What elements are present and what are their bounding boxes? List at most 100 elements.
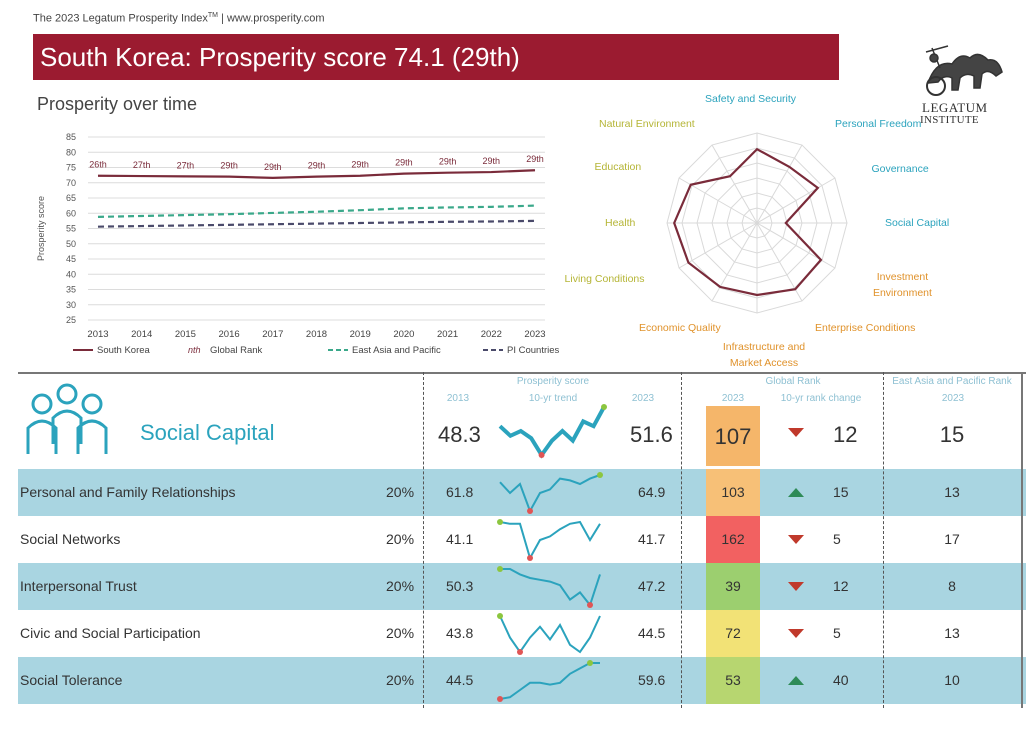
table-row: Personal and Family Relationships 20% 61.8… [18,469,1026,516]
right-border [1021,372,1023,708]
rank-label: 29th [395,158,413,168]
radar-axis-label: Social Capital [885,217,950,229]
row-region-rank: 8 [948,578,956,594]
source-note: The 2023 Legatum Prosperity IndexTM | ww… [33,12,325,25]
row-rank-change: 5 [833,531,841,547]
pillar-row: Social Capital 48.3 51.6 107 12 15 [18,372,1026,468]
row-score-2013: 44.5 [446,672,474,688]
row-score-2013: 50.3 [446,578,474,594]
rank-label: 27th [177,160,195,170]
legend-label: South Korea [97,345,151,356]
y-tick-label: 85 [66,132,76,142]
row-rank: 53 [725,672,741,688]
sparkline-path [499,662,600,700]
people-group-icon [26,383,108,454]
person-body [51,409,83,444]
chariot-icon [925,45,1003,96]
prosperity-line-chart: Prosperity score 25 30 35 40 45 50 55 60 65 70 75 80… [36,132,560,356]
row-score-2023: 59.6 [638,672,666,688]
row-name: Social Tolerance [20,672,123,688]
sparkline-path [499,520,601,561]
header-rank-group: Global Rank [765,376,821,387]
pillar-rank: 107 [714,424,752,449]
row-rank: 72 [725,625,741,641]
legend-rank-marker: nth [188,345,201,355]
rank-label: 29th [483,156,501,166]
x-tick-label: 2021 [437,329,458,340]
radar-axis-label: Living Conditions [564,273,645,285]
radar-axis-label: Enterprise Conditions [815,321,916,334]
row-score-2013: 61.8 [446,484,474,500]
radar-axis-label: Natural Environment [599,118,695,130]
x-tick-label: 2019 [350,329,371,340]
radar-spoke [678,222,758,269]
up-arrow-icon [788,676,804,685]
down-arrow-icon [788,582,804,591]
row-rank-change: 40 [833,672,849,688]
table-row: Interpersonal Trust 20% 50.3 47.2 39 12 8 [18,563,1026,610]
pillar-score-2023: 51.6 [630,422,673,447]
row-weight: 20% [386,672,415,688]
row-region-rank: 17 [944,531,960,547]
header-region-group: East Asia and Pacific Rank [892,376,1012,387]
y-tick-label: 70 [66,178,76,188]
series-line-east-asia-and-pacific [97,204,536,219]
trend-sparkline [497,660,600,702]
row-rank: 103 [721,484,745,500]
x-tick-label: 2014 [131,329,152,340]
y-tick-label: 55 [66,224,76,234]
legatum-logo: LEGATUM INSTITUTE [918,38,1006,128]
sparkline-max-marker [587,660,593,666]
x-tick-label: 2018 [306,329,327,340]
row-name: Personal and Family Relationships [20,484,236,500]
radar-axis-label: Safety and Security [705,93,797,105]
table-top-border [18,372,1026,374]
row-rank: 162 [721,531,745,547]
y-axis-label: Prosperity score [36,196,46,261]
header-rank-2023: 2023 [721,393,745,404]
row-rank-box: 72 [706,610,760,657]
radar-axis-label: Governance [871,163,929,175]
sparkline-max-marker [497,519,503,525]
table-row: Civic and Social Participation 20% 43.8 44.… [18,610,1026,657]
pillar-score-2013: 48.3 [438,422,481,447]
header-region-2023: 2023 [941,393,965,404]
row-rank-box: 162 [706,516,760,563]
down-arrow-icon [788,629,804,638]
sparkline-min-marker [538,452,545,458]
rank-label: 29th [351,160,369,170]
trend-sparkline [497,566,601,608]
x-tick-label: 2015 [175,329,196,340]
sparkline-min-marker [527,508,533,514]
header-score-group: Prosperity score [516,376,590,387]
x-tick-label: 2013 [87,329,108,340]
radar-series-south-korea [673,147,823,297]
row-name: Social Networks [20,531,121,547]
table-row: Social Tolerance 20% 44.5 59.6 53 40 10 [18,657,1026,704]
radar-spoke [756,144,803,224]
row-score-2023: 44.5 [638,625,666,641]
sparkline-max-marker [497,613,503,619]
x-tick-label: 2023 [524,329,545,340]
sparkline-path [500,568,601,608]
page-title: South Korea: Prosperity score 74.1 (29th… [40,42,520,72]
sparkline-min-marker [587,602,593,608]
radar-axis-label: Education [594,161,642,173]
radar-axis-label: Investment Environment [872,271,932,299]
radar-spoke [711,144,758,224]
y-tick-label: 75 [66,163,76,173]
radar-chart: Safety and Security Personal Freedom Gover… [565,93,950,369]
rank-label: 29th [526,154,544,164]
person-body [76,419,108,454]
row-score-2023: 41.7 [638,531,666,547]
row-weight: 20% [386,484,415,500]
person-head [56,383,78,405]
row-region-rank: 13 [944,625,960,641]
radar-spoke [756,222,803,302]
trend-sparkline [499,472,603,514]
header-rank-change: 10-yr rank change [780,393,862,404]
sparkline-path [498,406,606,459]
x-tick-label: 2017 [262,329,283,340]
y-tick-label: 40 [66,269,76,279]
sparkline-max-marker [601,404,607,410]
